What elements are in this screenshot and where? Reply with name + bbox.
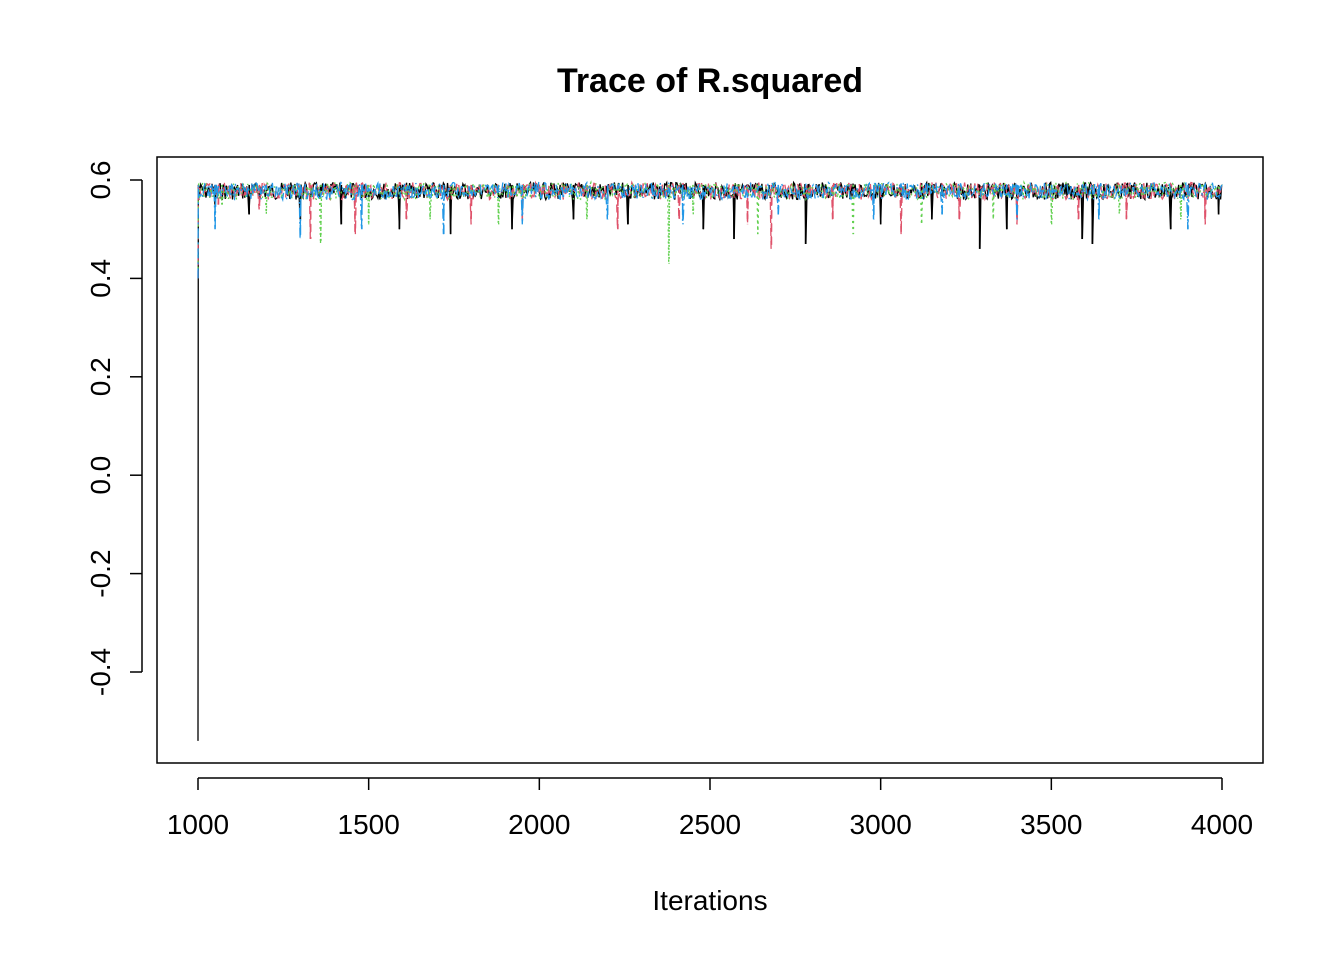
y-tick-label: 0.2: [85, 357, 116, 396]
x-tick-label: 4000: [1191, 809, 1253, 840]
y-tick-label: -0.2: [85, 549, 116, 597]
y-tick-label: -0.4: [85, 648, 116, 696]
x-tick-label: 3000: [850, 809, 912, 840]
x-tick-label: 1000: [167, 809, 229, 840]
x-tick-label: 2500: [679, 809, 741, 840]
trace-series-group: [197, 180, 1223, 741]
y-tick-label: 0.6: [85, 161, 116, 200]
y-axis: -0.4 -0.2 0.0 0.2 0.4 0.6: [85, 161, 143, 696]
trace-line-chain-4: [197, 180, 1223, 279]
x-axis-label: Iterations: [652, 885, 767, 916]
y-tick-label: 0.4: [85, 259, 116, 298]
chart-title: Trace of R.squared: [557, 62, 863, 100]
trace-line-chain-3: [197, 180, 1223, 269]
y-tick-label: 0.0: [85, 456, 116, 495]
trace-line-chain-1: [197, 180, 1223, 741]
x-tick-label: 3500: [1020, 809, 1082, 840]
x-axis: 1000 1500 2000 2500 3000 3500 4000: [167, 777, 1253, 840]
x-tick-label: 1500: [338, 809, 400, 840]
x-tick-label: 2000: [508, 809, 570, 840]
plot-frame: [156, 156, 1264, 764]
